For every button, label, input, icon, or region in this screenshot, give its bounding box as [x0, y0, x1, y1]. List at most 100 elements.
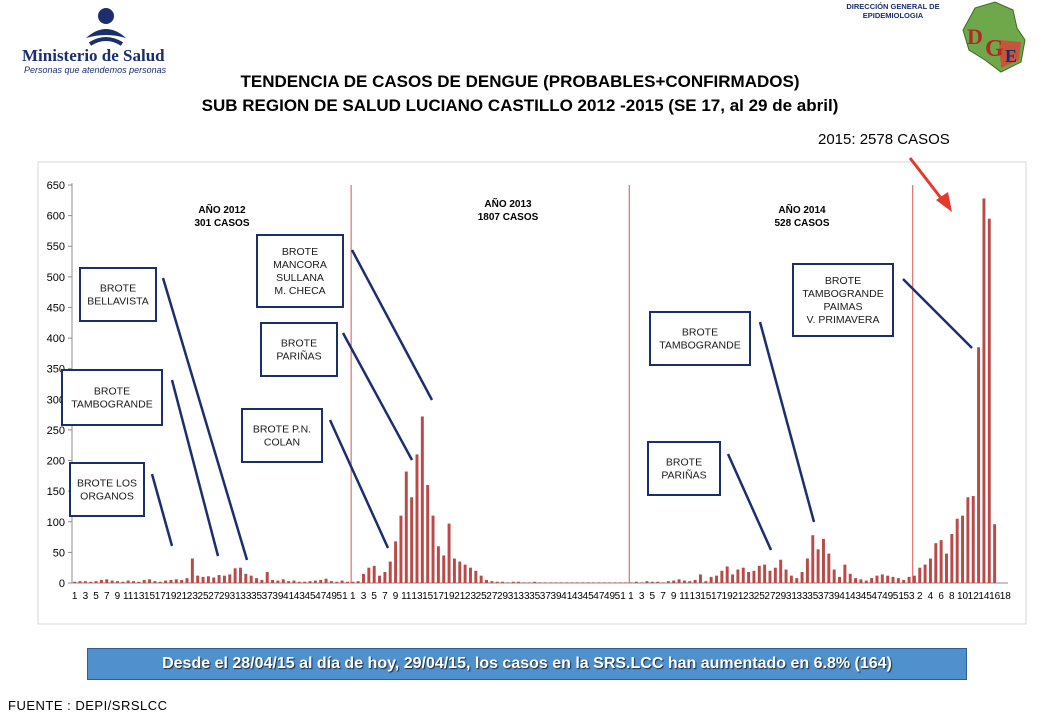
bar	[485, 579, 488, 583]
x-tick-label: 6	[938, 591, 944, 602]
annotation-text: M. CHECA	[274, 285, 325, 297]
chart-title-line2: SUB REGION DE SALUD LUCIANO CASTILLO 201…	[201, 96, 839, 115]
bar	[495, 581, 499, 583]
bar	[736, 569, 740, 583]
alert-banner: Desde el 28/04/15 al día de hoy, 29/04/1…	[87, 648, 967, 680]
bar	[356, 581, 360, 583]
x-tick-label: 2	[917, 591, 923, 602]
bar	[554, 582, 558, 583]
x-tick-label: 15	[144, 591, 156, 602]
x-tick-label: 7	[382, 591, 388, 602]
bar	[757, 565, 761, 583]
bar	[977, 347, 981, 583]
annotation-leader	[726, 453, 773, 551]
bar	[565, 582, 569, 583]
annotation-text: PARIÑAS	[661, 469, 706, 482]
bar	[517, 581, 521, 583]
x-tick-label: 27	[208, 591, 220, 602]
bar	[239, 567, 242, 583]
year-label: AÑO 2012	[198, 203, 246, 216]
x-tick-label: 29	[775, 591, 787, 602]
bar	[934, 543, 938, 583]
bar	[506, 582, 510, 583]
bar	[452, 558, 456, 583]
chart-frame	[37, 161, 1027, 625]
bar	[784, 569, 788, 583]
x-tick-label: 21	[176, 591, 188, 602]
x-tick-label: 18	[1000, 591, 1012, 602]
annotation-text: TAMBOGRANDE	[71, 399, 152, 411]
bar	[613, 582, 617, 583]
y-tick-label: 500	[47, 272, 65, 284]
bar	[404, 471, 408, 583]
bar	[559, 582, 563, 583]
bar	[201, 576, 205, 583]
x-tick-label: 23	[187, 591, 199, 602]
bar	[362, 573, 365, 583]
bar	[351, 581, 355, 583]
bar	[811, 535, 815, 583]
x-tick-label: 17	[433, 591, 445, 602]
bar	[297, 581, 301, 583]
annotation-text: BELLAVISTA	[87, 296, 148, 308]
year-cases-label: 1807 CASOS	[478, 212, 539, 223]
bar	[704, 581, 708, 583]
bar	[399, 515, 403, 583]
bar	[447, 523, 451, 583]
bar	[110, 580, 114, 583]
x-tick-label: 47	[315, 591, 327, 602]
bar	[468, 567, 472, 583]
ministry-tagline: Personas que atendemos personas	[24, 65, 167, 75]
bar	[763, 564, 767, 583]
annotation-text: BROTE	[282, 246, 318, 258]
y-tick-label: 300	[47, 394, 65, 406]
bar	[982, 198, 986, 583]
bar	[592, 582, 595, 583]
bar	[292, 580, 296, 583]
bar	[190, 558, 194, 583]
bar	[581, 582, 585, 583]
svg-text:G: G	[985, 36, 1004, 62]
bar	[715, 575, 718, 583]
bar	[773, 567, 777, 583]
x-tick-label: 7	[104, 591, 110, 602]
x-tick-label: 45	[583, 591, 595, 602]
bar	[431, 515, 435, 583]
bar	[115, 581, 119, 583]
x-tick-label: 19	[444, 591, 456, 602]
bar	[800, 571, 804, 583]
bar	[677, 579, 681, 583]
bar	[870, 578, 874, 583]
y-tick-label: 250	[47, 425, 65, 437]
x-tick-label: 9	[393, 591, 399, 602]
x-tick-label: 35	[807, 591, 819, 602]
annotation-text: BROTE	[682, 327, 718, 339]
bar	[233, 568, 237, 583]
bar	[511, 581, 515, 583]
bar	[875, 575, 879, 583]
bar	[747, 571, 751, 583]
bar	[618, 582, 622, 583]
bar	[688, 581, 692, 583]
bar	[164, 580, 168, 583]
annotation-text: COLAN	[264, 437, 300, 449]
bar	[827, 553, 831, 583]
bar	[527, 582, 531, 583]
x-tick-label: 31	[230, 591, 242, 602]
x-tick-label: 47	[871, 591, 883, 602]
x-tick-label: 43	[572, 591, 584, 602]
x-tick-label: 9	[671, 591, 677, 602]
bar	[549, 582, 553, 583]
bar	[522, 582, 526, 583]
annotation-text: V. PRIMAVERA	[807, 314, 880, 326]
bar	[345, 581, 349, 583]
x-tick-label: 39	[272, 591, 284, 602]
bar	[725, 566, 729, 583]
annotation-leader	[150, 473, 174, 547]
bar	[185, 578, 189, 583]
bar	[864, 580, 868, 583]
